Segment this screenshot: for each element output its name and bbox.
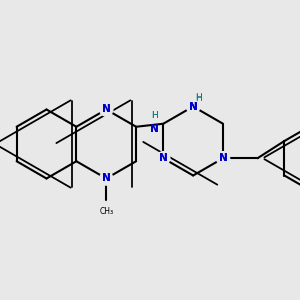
Circle shape: [216, 152, 230, 165]
Text: N: N: [102, 104, 111, 115]
Text: N: N: [102, 104, 111, 115]
Text: H: H: [151, 111, 158, 120]
Text: H: H: [195, 93, 202, 102]
Circle shape: [100, 172, 113, 185]
Text: N: N: [159, 153, 168, 163]
Text: N: N: [189, 101, 197, 112]
Text: N: N: [102, 173, 111, 184]
Circle shape: [157, 152, 170, 165]
Text: N: N: [189, 101, 197, 112]
Text: N: N: [219, 153, 227, 163]
Circle shape: [187, 100, 200, 113]
Text: N: N: [219, 153, 227, 163]
Text: H: H: [151, 111, 158, 120]
Text: N: N: [150, 124, 158, 134]
Text: N: N: [102, 173, 111, 184]
Text: CH₃: CH₃: [99, 207, 113, 216]
Text: N: N: [159, 153, 168, 163]
Circle shape: [100, 103, 113, 116]
Text: N: N: [189, 101, 197, 112]
Circle shape: [187, 100, 200, 113]
Text: N: N: [150, 124, 158, 134]
Text: H: H: [195, 94, 202, 103]
